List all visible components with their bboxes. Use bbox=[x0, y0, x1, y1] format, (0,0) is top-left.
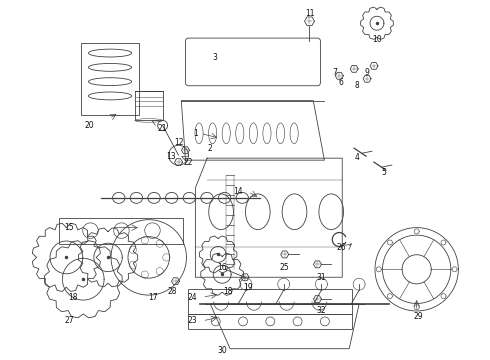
Text: 28: 28 bbox=[168, 287, 177, 296]
Text: 10: 10 bbox=[372, 35, 382, 44]
Text: 31: 31 bbox=[317, 273, 326, 282]
Text: 26: 26 bbox=[337, 243, 346, 252]
Text: 3: 3 bbox=[213, 53, 218, 62]
Text: 11: 11 bbox=[305, 9, 314, 18]
Text: 18: 18 bbox=[69, 293, 78, 302]
Text: 1: 1 bbox=[193, 129, 198, 138]
Text: 14: 14 bbox=[233, 188, 243, 197]
Text: 15: 15 bbox=[65, 223, 74, 232]
Text: 22: 22 bbox=[184, 158, 193, 167]
Bar bbox=[189, 289, 352, 314]
Text: 12: 12 bbox=[174, 138, 183, 147]
Text: 21: 21 bbox=[158, 124, 168, 133]
Text: 32: 32 bbox=[317, 306, 326, 315]
Text: 6: 6 bbox=[339, 78, 343, 87]
Text: 2: 2 bbox=[208, 144, 213, 153]
Text: 24: 24 bbox=[188, 293, 197, 302]
Text: 9: 9 bbox=[365, 68, 369, 77]
Text: 20: 20 bbox=[84, 121, 94, 130]
Text: 27: 27 bbox=[65, 316, 74, 325]
Text: 5: 5 bbox=[382, 167, 386, 176]
Text: 25: 25 bbox=[280, 263, 290, 272]
Text: 18: 18 bbox=[223, 287, 233, 296]
Bar bbox=[189, 314, 352, 329]
Text: 7: 7 bbox=[332, 68, 337, 77]
Text: 13: 13 bbox=[166, 152, 175, 161]
Text: 23: 23 bbox=[188, 316, 197, 325]
Text: 30: 30 bbox=[217, 346, 227, 355]
Text: 19: 19 bbox=[243, 283, 253, 292]
Text: 4: 4 bbox=[355, 153, 360, 162]
Text: 17: 17 bbox=[148, 293, 157, 302]
Bar bbox=[59, 218, 183, 243]
Bar bbox=[135, 91, 163, 121]
Text: 16: 16 bbox=[218, 263, 227, 272]
Text: 29: 29 bbox=[414, 312, 423, 321]
Bar bbox=[81, 43, 139, 114]
Text: 8: 8 bbox=[355, 81, 360, 90]
